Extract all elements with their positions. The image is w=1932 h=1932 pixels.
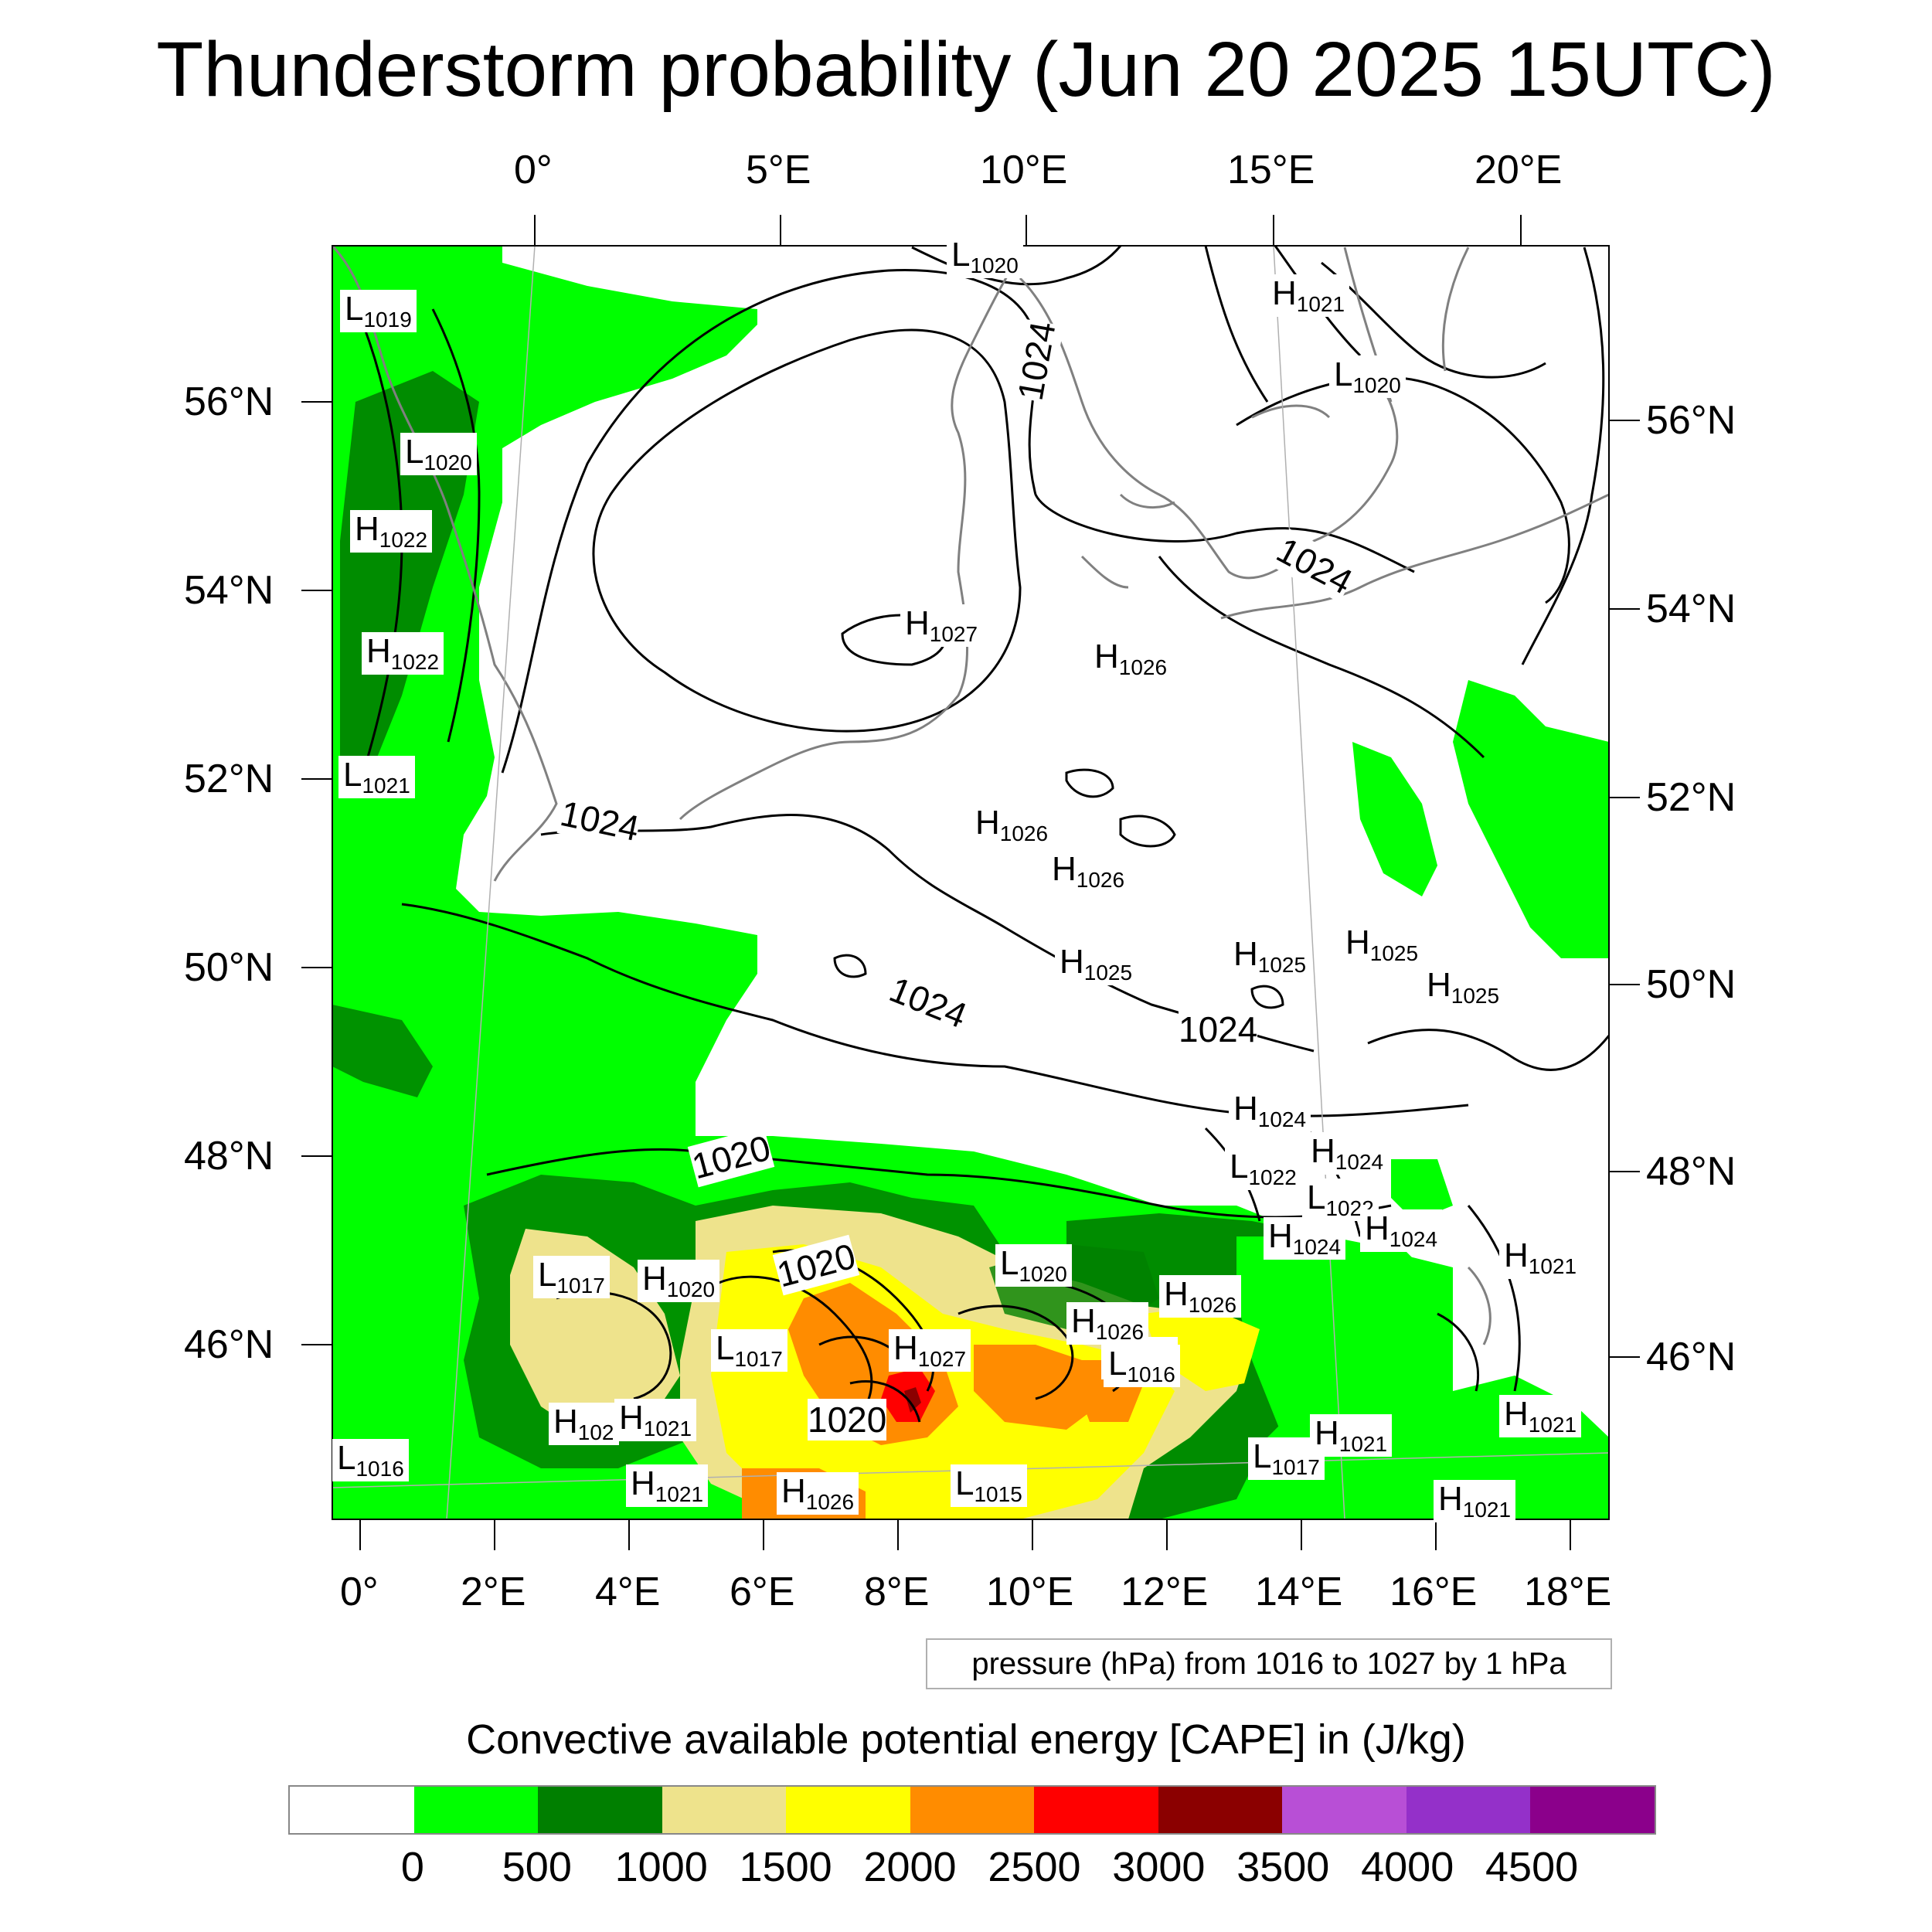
bottom-lon-label: 12°E — [1121, 1570, 1209, 1614]
high-pressure-center: H1021 — [614, 1399, 697, 1441]
colorbar-tick-label: 2500 — [988, 1844, 1081, 1890]
top-lon-label: 0° — [514, 148, 553, 192]
low-pressure-center: L1020 — [995, 1244, 1072, 1287]
right-lat-label: 48°N — [1646, 1149, 1736, 1194]
low-pressure-center: L1017 — [711, 1329, 787, 1372]
high-pressure-center: H1024 — [1360, 1209, 1443, 1252]
bottom-lon-label: 2°E — [461, 1570, 526, 1614]
left-lat-label: 50°N — [184, 945, 274, 990]
isobar-label: 1020 — [808, 1399, 887, 1440]
high-pressure-center: H1022 — [362, 632, 444, 675]
colorbar-title: Convective available potential energy [C… — [466, 1716, 1466, 1763]
colorbar-swatch — [1530, 1787, 1655, 1833]
bottom-lon-label: 18°E — [1524, 1570, 1612, 1614]
colorbar-swatch — [662, 1787, 787, 1833]
low-pressure-center: L1022 — [1225, 1148, 1301, 1190]
colorbar-tick-label: 3000 — [1112, 1844, 1206, 1890]
isobar-label: 1024 — [1179, 1009, 1258, 1050]
colorbar-tick-label: 1000 — [614, 1844, 708, 1890]
high-pressure-center: H102 — [549, 1403, 619, 1445]
low-pressure-center: L1016 — [332, 1439, 409, 1481]
top-lon-label: 15°E — [1227, 148, 1315, 192]
right-lat-label: 52°N — [1646, 775, 1736, 820]
bottom-lon-label: 4°E — [595, 1570, 661, 1614]
colorbar-swatch — [1406, 1787, 1531, 1833]
bottom-lon-label: 8°E — [864, 1570, 930, 1614]
high-pressure-center: H1021 — [1267, 274, 1350, 317]
high-pressure-center: H1025 — [1422, 966, 1505, 1009]
high-pressure-center: H1026 — [1047, 850, 1130, 893]
bottom-lon-label: 6°E — [730, 1570, 795, 1614]
colorbar-tick-label: 2000 — [863, 1844, 957, 1890]
low-pressure-center: L1017 — [533, 1256, 610, 1298]
right-lat-label: 46°N — [1646, 1335, 1736, 1379]
high-pressure-center: H1027 — [900, 604, 983, 647]
high-pressure-center: H1025 — [1341, 923, 1423, 966]
coastlines — [332, 246, 1609, 1345]
high-pressure-center: H1021 — [1499, 1236, 1582, 1279]
colorbar-swatch — [1282, 1787, 1406, 1833]
map-title: Thunderstorm probability (Jun 20 2025 15… — [156, 26, 1776, 113]
colorbar-tick-label: 500 — [502, 1844, 572, 1890]
low-pressure-center: L1019 — [340, 290, 417, 332]
high-pressure-center: H1026 — [1159, 1275, 1242, 1318]
high-pressure-center: H1024 — [1306, 1132, 1389, 1175]
colorbar-tick-label: 1500 — [739, 1844, 832, 1890]
right-lat-label: 56°N — [1646, 398, 1736, 443]
low-pressure-center: L1021 — [338, 756, 415, 798]
high-pressure-center: H1026 — [1090, 638, 1172, 680]
top-lon-label: 20°E — [1475, 148, 1563, 192]
low-pressure-center: L1016 — [1104, 1345, 1180, 1387]
high-pressure-center: H1021 — [1434, 1480, 1516, 1522]
high-pressure-center: H1024 — [1229, 1090, 1311, 1132]
left-lat-label: 56°N — [184, 379, 274, 424]
high-pressure-center: H1024 — [1264, 1217, 1346, 1260]
colorbar-swatch — [1158, 1787, 1283, 1833]
high-pressure-center: H1020 — [638, 1260, 720, 1302]
right-lat-label: 50°N — [1646, 962, 1736, 1007]
high-pressure-center: H1025 — [1229, 935, 1311, 978]
top-lon-label: 5°E — [746, 148, 811, 192]
bottom-lon-label: 10°E — [986, 1570, 1074, 1614]
colorbar-swatch — [910, 1787, 1035, 1833]
high-pressure-center: H1026 — [971, 804, 1053, 846]
high-pressure-center: H1021 — [626, 1464, 709, 1507]
bottom-lon-label: 0° — [340, 1570, 379, 1614]
axis-ticks — [301, 215, 1640, 1550]
colorbar-tick-label: 3500 — [1236, 1844, 1330, 1890]
low-pressure-center: L1020 — [400, 433, 477, 475]
low-pressure-center: L1017 — [1248, 1437, 1325, 1480]
high-pressure-center: H1026 — [777, 1472, 859, 1515]
bottom-lon-label: 14°E — [1255, 1570, 1343, 1614]
colorbar-swatch — [290, 1787, 414, 1833]
colorbar-swatch — [413, 1787, 539, 1833]
left-lat-label: 46°N — [184, 1322, 274, 1367]
high-pressure-center: H1026 — [1066, 1302, 1149, 1345]
low-pressure-center: L1015 — [951, 1464, 1027, 1507]
high-pressure-center: H1027 — [889, 1329, 971, 1372]
high-pressure-center: H1025 — [1055, 943, 1138, 985]
colorbar-swatch — [538, 1787, 662, 1833]
top-lon-label: 10°E — [980, 148, 1068, 192]
pressure-legend-note: pressure (hPa) from 1016 to 1027 by 1 hP… — [926, 1638, 1612, 1689]
bottom-lon-label: 16°E — [1389, 1570, 1478, 1614]
cape-colorbar — [288, 1785, 1656, 1835]
colorbar-swatch — [1034, 1787, 1158, 1833]
left-lat-label: 54°N — [184, 568, 274, 613]
colorbar-tick-label: 0 — [400, 1844, 424, 1890]
high-pressure-center: H1021 — [1310, 1414, 1393, 1457]
high-pressure-center: H1021 — [1499, 1395, 1582, 1437]
high-pressure-center: H1022 — [350, 510, 433, 553]
colorbar-tick-label: 4000 — [1361, 1844, 1454, 1890]
colorbar-tick-label: 4500 — [1485, 1844, 1579, 1890]
left-lat-label: 52°N — [184, 757, 274, 801]
left-lat-label: 48°N — [184, 1134, 274, 1179]
colorbar-swatch — [786, 1787, 910, 1833]
low-pressure-center: L1020 — [947, 236, 1023, 278]
right-lat-label: 54°N — [1646, 587, 1736, 631]
low-pressure-center: L1020 — [1329, 355, 1406, 398]
cape-field — [332, 246, 1609, 1519]
